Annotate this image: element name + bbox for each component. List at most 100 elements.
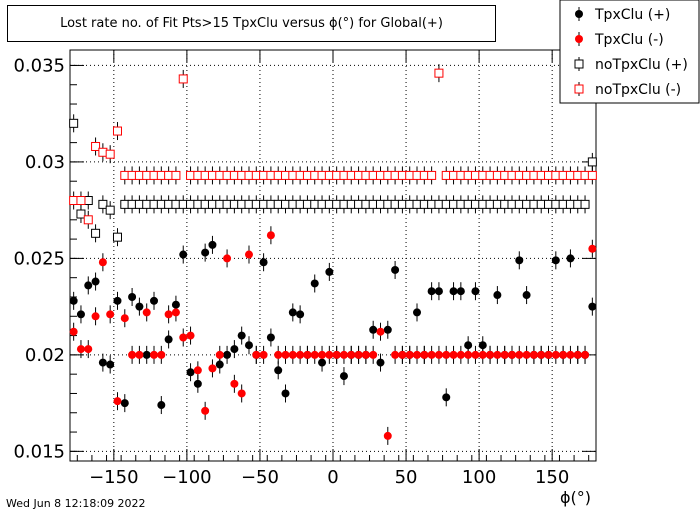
data-point <box>164 335 173 344</box>
data-point <box>339 170 349 180</box>
data-point <box>413 308 422 317</box>
data-point <box>529 350 538 359</box>
data-point <box>237 170 247 180</box>
data-point <box>186 368 195 377</box>
data-point <box>84 345 93 354</box>
y-tick-label: 0.035 <box>13 55 65 76</box>
data-point <box>302 199 312 209</box>
data-point <box>325 267 334 276</box>
data-point <box>347 350 356 359</box>
data-point <box>200 170 210 180</box>
data-point <box>500 170 510 180</box>
data-point <box>376 358 385 367</box>
data-point <box>150 296 159 305</box>
data-point <box>296 310 305 319</box>
data-point <box>134 170 144 180</box>
data-point <box>201 248 210 257</box>
data-point <box>332 199 342 209</box>
x-gridlines <box>113 50 553 461</box>
data-point <box>324 199 334 209</box>
data-point <box>369 350 378 359</box>
data-point <box>193 199 203 209</box>
data-point <box>449 287 458 296</box>
data-point <box>390 199 400 209</box>
data-point <box>106 360 115 369</box>
data-point <box>332 350 341 359</box>
data-point <box>113 397 122 406</box>
data-point <box>223 350 232 359</box>
data-point <box>157 401 166 410</box>
data-point <box>427 287 436 296</box>
data-point <box>551 350 560 359</box>
y-tick-label: 0.02 <box>25 345 65 366</box>
data-point <box>120 170 130 180</box>
data-point <box>383 431 392 440</box>
data-point <box>222 199 232 209</box>
data-point <box>463 199 473 209</box>
data-point <box>471 350 480 359</box>
data-point <box>112 232 122 242</box>
y-axis-ticks: 0.015 0.02 0.025 0.03 0.035 <box>13 55 596 462</box>
data-point <box>69 196 79 206</box>
data-point <box>128 292 137 301</box>
data-point <box>237 331 246 340</box>
data-point <box>215 360 224 369</box>
data-point <box>69 118 79 128</box>
data-point <box>310 350 319 359</box>
data-point <box>383 325 392 334</box>
data-point <box>515 256 524 265</box>
data-point <box>149 199 159 209</box>
x-axis-label: ϕ(°) <box>560 488 592 507</box>
data-point <box>98 199 108 209</box>
data-point <box>171 170 181 180</box>
series-notpxclu- <box>69 114 597 247</box>
series-tpxclu- <box>69 226 597 445</box>
data-point <box>456 287 465 296</box>
data-point <box>478 341 487 350</box>
data-point <box>310 199 320 209</box>
data-point <box>529 199 539 209</box>
data-point <box>566 350 575 359</box>
x-tick-label: −50 <box>241 467 279 488</box>
data-point <box>470 199 480 209</box>
data-point <box>157 350 166 359</box>
data-point <box>69 296 78 305</box>
data-point <box>295 199 305 209</box>
data-point <box>186 170 196 180</box>
data-point <box>83 196 93 206</box>
data-point <box>281 350 290 359</box>
data-point <box>142 199 152 209</box>
data-point <box>558 199 568 209</box>
data-point <box>551 256 560 265</box>
data-point <box>354 199 364 209</box>
data-point <box>434 68 444 78</box>
data-point <box>91 277 100 286</box>
data-point <box>156 199 166 209</box>
data-point <box>369 325 378 334</box>
data-point <box>215 170 225 180</box>
data-point <box>580 170 590 180</box>
data-point <box>449 170 459 180</box>
data-point <box>259 258 268 267</box>
data-point <box>76 196 86 206</box>
data-point <box>529 170 539 180</box>
data-point <box>514 199 524 209</box>
data-point <box>442 350 451 359</box>
data-point <box>76 209 86 219</box>
data-point <box>120 199 130 209</box>
data-point <box>230 379 239 388</box>
data-point <box>273 170 283 180</box>
data-point <box>544 350 553 359</box>
data-point <box>281 389 290 398</box>
data-point <box>346 199 356 209</box>
data-point <box>566 254 575 263</box>
data-point <box>105 205 115 215</box>
data-point <box>456 350 465 359</box>
data-point <box>515 350 524 359</box>
data-point <box>325 350 334 359</box>
data-point <box>470 170 480 180</box>
series-tpxclu- <box>69 235 597 415</box>
data-point <box>324 170 334 180</box>
data-point <box>288 170 298 180</box>
